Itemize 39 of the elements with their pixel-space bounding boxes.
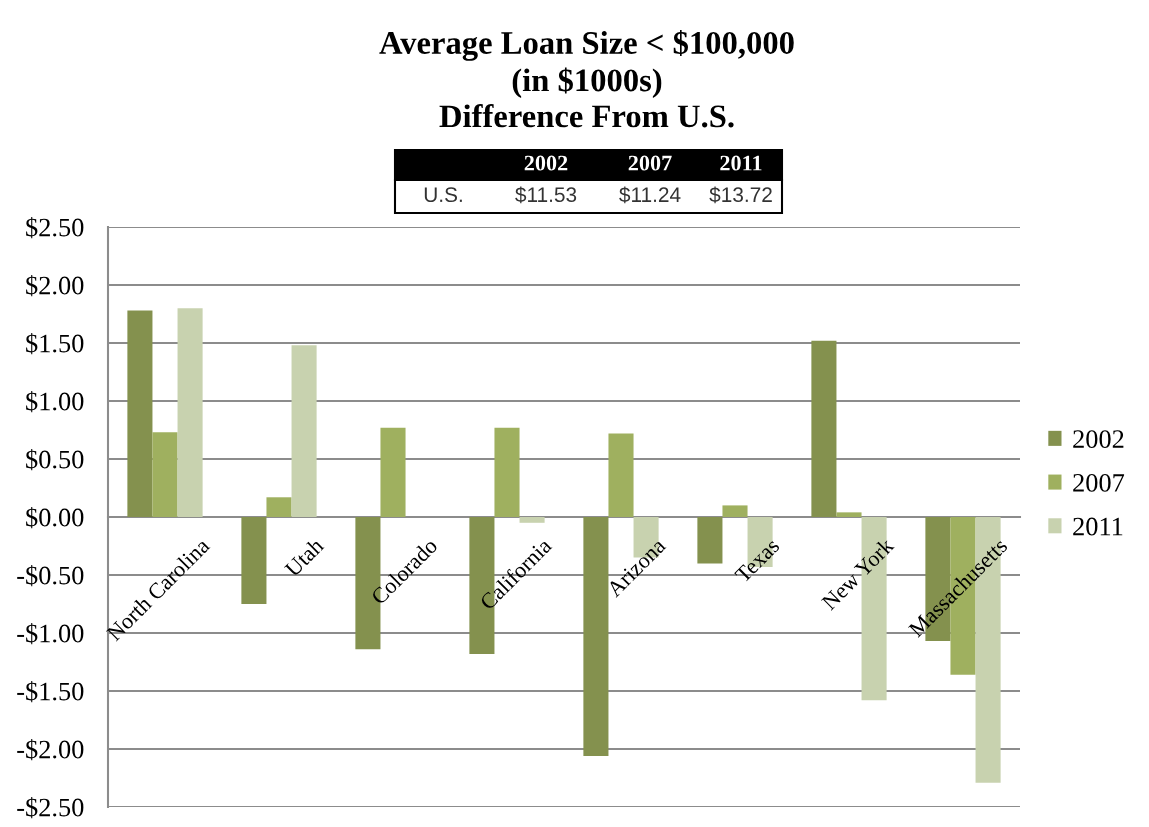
y-tick-label: $0.50: [26, 449, 84, 471]
bar: [722, 505, 748, 517]
y-tick-label: $2.50: [26, 217, 84, 239]
bar: [291, 345, 317, 517]
bar: [127, 310, 153, 517]
y-tick-label: -$2.50: [17, 797, 84, 819]
y-tick-label: -$0.50: [17, 565, 84, 587]
bar: [494, 427, 520, 517]
text: 2007: [628, 155, 672, 171]
text: 2011: [720, 155, 762, 171]
text: 2002: [524, 155, 568, 171]
bar: [241, 517, 267, 604]
y-tick-label: -$1.50: [17, 681, 84, 703]
y-tick-label: -$2.00: [17, 739, 84, 761]
y-tick-label: $1.50: [26, 333, 84, 355]
bar: [519, 517, 545, 523]
legend-label: 2007: [1073, 473, 1125, 492]
bar: [608, 433, 634, 517]
bar: [583, 517, 609, 756]
text: $11.24: [619, 186, 681, 204]
bar: [811, 340, 837, 517]
y-tick-label: $0.00: [26, 507, 84, 529]
text: $11.53: [515, 186, 577, 204]
x-tick-label: Utah: [283, 536, 325, 578]
text: U.S.: [424, 187, 462, 203]
bar: [380, 427, 406, 517]
bar: [152, 432, 178, 517]
y-tick-label: $1.00: [26, 391, 84, 413]
bar: [836, 512, 862, 517]
text: $13.72: [709, 186, 772, 204]
legend-label: 2002: [1073, 430, 1124, 448]
bar: [266, 497, 292, 517]
bar: [177, 308, 203, 517]
x-tick-label: New York: [820, 536, 895, 611]
legend-label: 2011: [1073, 517, 1123, 536]
chart-title: Average Loan Size < $100,000 (in $1000s) Difference From U.S.: [379, 30, 794, 128]
y-tick-label: $2.00: [26, 275, 84, 297]
bar: [697, 517, 723, 564]
y-tick-label: -$1.00: [17, 623, 84, 645]
